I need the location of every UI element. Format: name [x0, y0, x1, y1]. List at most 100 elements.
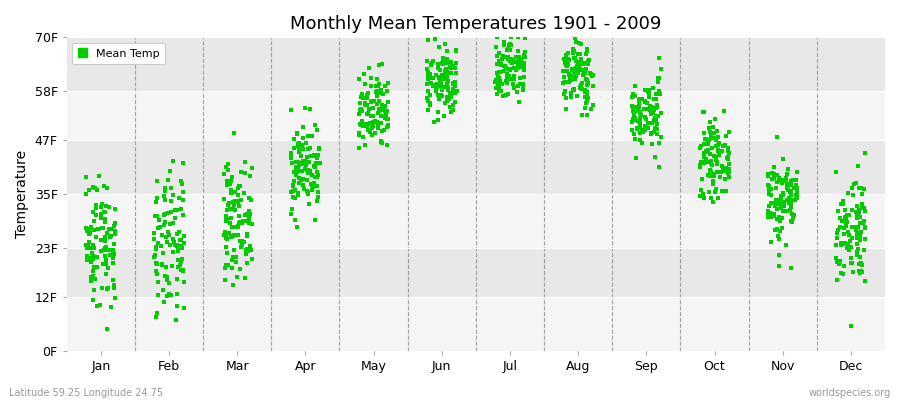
Point: [841, 241, 855, 247]
Point: [243, 173, 257, 179]
Point: [569, 69, 583, 75]
Point: [559, 95, 573, 101]
Point: [448, 64, 463, 71]
Point: [651, 104, 665, 110]
Point: [371, 124, 385, 130]
Point: [169, 291, 184, 297]
Point: [490, 25, 504, 32]
Point: [508, 59, 523, 66]
Point: [637, 98, 652, 105]
Point: [298, 166, 312, 172]
Point: [838, 214, 852, 220]
Point: [429, 72, 444, 79]
Point: [858, 278, 872, 284]
Point: [721, 145, 735, 151]
Point: [442, 95, 456, 102]
Point: [652, 55, 666, 61]
Point: [160, 238, 175, 245]
Point: [232, 203, 247, 209]
Point: [310, 169, 324, 175]
Point: [437, 100, 452, 106]
Point: [573, 66, 588, 73]
Point: [831, 235, 845, 241]
Point: [770, 179, 784, 186]
Point: [843, 260, 858, 266]
Point: [493, 68, 508, 75]
Point: [170, 246, 184, 252]
Point: [310, 194, 325, 200]
Point: [569, 58, 583, 64]
Point: [514, 64, 528, 71]
Point: [356, 95, 371, 101]
Point: [584, 106, 598, 112]
Point: [305, 187, 320, 193]
Point: [720, 155, 734, 161]
Point: [569, 39, 583, 46]
Point: [652, 75, 666, 82]
Point: [628, 155, 643, 161]
Point: [101, 284, 115, 291]
Point: [788, 177, 803, 184]
Point: [90, 303, 104, 310]
Point: [152, 224, 166, 230]
Point: [84, 274, 98, 280]
Point: [107, 282, 122, 288]
Point: [99, 257, 113, 264]
Point: [370, 119, 384, 125]
Point: [228, 247, 242, 253]
Point: [851, 261, 866, 268]
Point: [557, 91, 572, 98]
Point: [284, 211, 299, 218]
Point: [374, 140, 389, 146]
Point: [567, 68, 581, 75]
Point: [571, 51, 585, 57]
Point: [222, 230, 237, 236]
Point: [157, 299, 171, 306]
Point: [439, 48, 454, 54]
Point: [94, 211, 108, 217]
Point: [160, 229, 175, 235]
Point: [232, 220, 247, 226]
Point: [354, 100, 368, 106]
Point: [223, 214, 238, 221]
Point: [633, 96, 647, 102]
Point: [302, 145, 317, 151]
Point: [577, 71, 591, 77]
Point: [364, 83, 378, 90]
Point: [352, 130, 366, 136]
Point: [158, 197, 173, 203]
Point: [507, 65, 521, 71]
Point: [103, 233, 117, 240]
Point: [81, 226, 95, 232]
Point: [169, 243, 184, 249]
Point: [854, 185, 868, 191]
Point: [428, 88, 443, 94]
Point: [222, 178, 237, 184]
Point: [174, 242, 188, 249]
Point: [431, 96, 446, 102]
Point: [234, 238, 248, 244]
Point: [722, 169, 736, 176]
Point: [567, 87, 581, 93]
Point: [649, 95, 663, 102]
Point: [352, 145, 366, 152]
Point: [174, 258, 188, 264]
Point: [81, 243, 95, 249]
Point: [778, 178, 793, 185]
Point: [722, 160, 736, 167]
Point: [652, 75, 666, 82]
Point: [101, 265, 115, 272]
Point: [842, 232, 856, 238]
Point: [82, 239, 96, 246]
Point: [845, 235, 859, 241]
Point: [558, 60, 572, 66]
Point: [438, 84, 453, 90]
Point: [849, 180, 863, 186]
Point: [507, 85, 521, 91]
Point: [857, 204, 871, 211]
Point: [835, 270, 850, 277]
Point: [839, 220, 853, 227]
Point: [644, 111, 659, 118]
Point: [704, 158, 718, 164]
Point: [169, 276, 184, 282]
